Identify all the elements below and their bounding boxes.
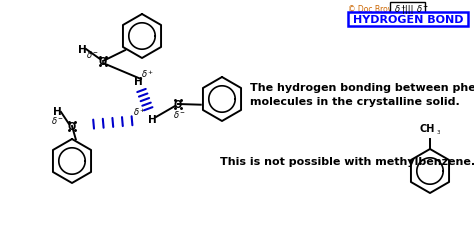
Text: H: H [53,106,61,117]
Text: CH: CH [419,123,435,134]
Text: The hydrogen bonding between phenol: The hydrogen bonding between phenol [250,83,474,93]
Text: This is not possible with methylbenzene.: This is not possible with methylbenzene. [220,156,474,166]
Text: molecules in the crystalline solid.: molecules in the crystalline solid. [250,97,460,106]
Text: HYDROGEN BOND: HYDROGEN BOND [353,15,463,25]
Text: $\delta^-$: $\delta^-$ [416,3,429,14]
Text: $\delta^-$: $\delta^-$ [51,115,64,126]
Text: $\delta^+$: $\delta^+$ [392,3,405,15]
Text: $\delta^-$: $\delta^-$ [416,3,429,14]
Text: ||||: |||| [400,5,412,14]
FancyBboxPatch shape [348,13,468,27]
Text: $\delta^+$: $\delta^+$ [141,68,155,79]
Text: H: H [147,114,156,124]
Text: $\delta^-$: $\delta^-$ [86,48,100,59]
Text: $\delta^-$: $\delta^-$ [173,109,187,120]
Text: ||||: |||| [402,5,413,14]
FancyBboxPatch shape [390,3,425,15]
Text: O: O [99,57,107,67]
Text: H: H [78,45,86,55]
Text: $\delta^+$: $\delta^+$ [133,106,146,117]
Text: O: O [174,100,182,109]
Text: O: O [68,121,76,131]
Text: $_3$: $_3$ [436,128,441,136]
Text: © Doc Brown: © Doc Brown [348,5,399,14]
Text: $\delta^+$: $\delta^+$ [394,3,407,15]
Text: H: H [134,77,142,87]
